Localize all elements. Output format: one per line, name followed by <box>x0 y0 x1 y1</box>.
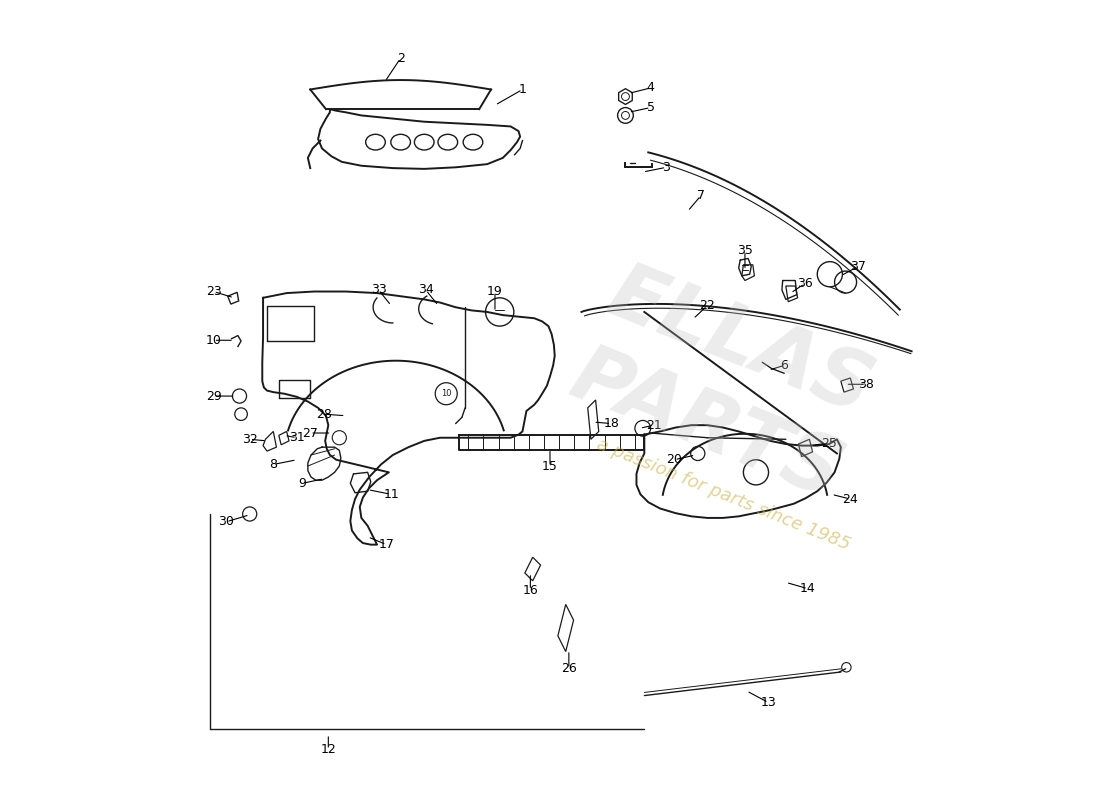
Text: 22: 22 <box>700 299 715 312</box>
Text: 34: 34 <box>418 283 433 297</box>
Text: 30: 30 <box>218 515 234 528</box>
Text: 5: 5 <box>647 101 654 114</box>
Text: a passion for parts since 1985: a passion for parts since 1985 <box>594 435 852 554</box>
Text: 18: 18 <box>604 417 619 430</box>
Text: 32: 32 <box>242 433 257 446</box>
Text: 21: 21 <box>646 418 661 432</box>
Text: 33: 33 <box>371 283 386 297</box>
Text: 35: 35 <box>737 244 752 257</box>
Text: 14: 14 <box>800 582 816 595</box>
Text: 10: 10 <box>206 334 221 346</box>
Text: 16: 16 <box>522 584 538 597</box>
Text: 26: 26 <box>561 662 576 675</box>
Text: 11: 11 <box>383 488 399 501</box>
Text: 24: 24 <box>843 493 858 506</box>
Text: 6: 6 <box>780 359 789 372</box>
Text: 2: 2 <box>397 51 405 65</box>
Text: 29: 29 <box>206 390 221 402</box>
Text: 23: 23 <box>206 285 221 298</box>
Text: 25: 25 <box>821 437 837 450</box>
Text: ELLAS
PARTS: ELLAS PARTS <box>559 253 887 516</box>
Text: 13: 13 <box>761 696 777 709</box>
Text: 36: 36 <box>796 277 813 290</box>
Text: 3: 3 <box>662 161 670 174</box>
Text: 19: 19 <box>487 285 503 298</box>
Text: 28: 28 <box>316 408 331 421</box>
Text: 20: 20 <box>667 454 682 466</box>
Text: 1: 1 <box>518 83 527 96</box>
Text: 31: 31 <box>289 431 305 444</box>
Text: 17: 17 <box>378 538 395 551</box>
Text: 9: 9 <box>298 477 306 490</box>
Text: 12: 12 <box>320 743 337 756</box>
Text: 38: 38 <box>858 378 874 390</box>
Text: 27: 27 <box>302 426 318 439</box>
Text: 8: 8 <box>270 458 277 471</box>
Text: 4: 4 <box>647 82 654 94</box>
Text: 15: 15 <box>542 460 558 474</box>
Text: 10: 10 <box>441 390 451 398</box>
Text: 7: 7 <box>697 189 705 202</box>
Text: 37: 37 <box>850 260 866 273</box>
